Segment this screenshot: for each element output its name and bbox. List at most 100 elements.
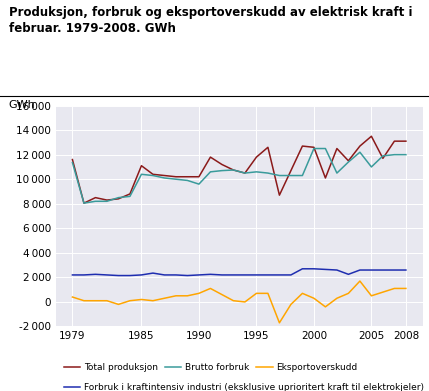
Forbruk i kraftintensiv industri (eksklusive uprioritert kraft til elektrokjeler) bbox=[369, 268, 374, 273]
Eksportoverskudd bbox=[369, 294, 374, 298]
Brutto forbruk bbox=[346, 160, 351, 164]
Eksportoverskudd bbox=[403, 286, 408, 291]
Eksportoverskudd bbox=[300, 291, 305, 296]
Total produksjon bbox=[300, 144, 305, 149]
Eksportoverskudd bbox=[127, 298, 133, 303]
Total produksjon bbox=[116, 197, 121, 201]
Eksportoverskudd bbox=[346, 291, 351, 296]
Forbruk i kraftintensiv industri (eksklusive uprioritert kraft til elektrokjeler) bbox=[300, 266, 305, 271]
Forbruk i kraftintensiv industri (eksklusive uprioritert kraft til elektrokjeler) bbox=[334, 268, 339, 273]
Brutto forbruk bbox=[70, 160, 75, 165]
Eksportoverskudd bbox=[323, 305, 328, 309]
Forbruk i kraftintensiv industri (eksklusive uprioritert kraft til elektrokjeler) bbox=[196, 273, 202, 277]
Total produksjon bbox=[254, 155, 259, 160]
Total produksjon bbox=[185, 174, 190, 179]
Forbruk i kraftintensiv industri (eksklusive uprioritert kraft til elektrokjeler) bbox=[288, 273, 293, 277]
Eksportoverskudd bbox=[381, 290, 386, 294]
Brutto forbruk bbox=[277, 173, 282, 178]
Forbruk i kraftintensiv industri (eksklusive uprioritert kraft til elektrokjeler) bbox=[185, 273, 190, 278]
Eksportoverskudd bbox=[288, 302, 293, 307]
Eksportoverskudd bbox=[104, 298, 109, 303]
Eksportoverskudd bbox=[219, 292, 224, 297]
Line: Eksportoverskudd: Eksportoverskudd bbox=[73, 281, 406, 323]
Total produksjon bbox=[208, 155, 213, 160]
Brutto forbruk bbox=[185, 178, 190, 183]
Brutto forbruk bbox=[357, 150, 363, 154]
Brutto forbruk bbox=[254, 169, 259, 174]
Brutto forbruk bbox=[116, 195, 121, 200]
Line: Total produksjon: Total produksjon bbox=[73, 136, 406, 203]
Forbruk i kraftintensiv industri (eksklusive uprioritert kraft til elektrokjeler) bbox=[173, 273, 178, 277]
Forbruk i kraftintensiv industri (eksklusive uprioritert kraft til elektrokjeler) bbox=[357, 268, 363, 273]
Brutto forbruk bbox=[266, 171, 271, 176]
Forbruk i kraftintensiv industri (eksklusive uprioritert kraft til elektrokjeler) bbox=[346, 272, 351, 277]
Eksportoverskudd bbox=[82, 298, 87, 303]
Brutto forbruk bbox=[219, 168, 224, 173]
Brutto forbruk bbox=[231, 168, 236, 172]
Brutto forbruk bbox=[150, 173, 155, 178]
Total produksjon bbox=[323, 176, 328, 180]
Total produksjon bbox=[70, 157, 75, 162]
Forbruk i kraftintensiv industri (eksklusive uprioritert kraft til elektrokjeler) bbox=[381, 268, 386, 273]
Forbruk i kraftintensiv industri (eksklusive uprioritert kraft til elektrokjeler) bbox=[242, 273, 248, 277]
Brutto forbruk bbox=[334, 171, 339, 176]
Total produksjon bbox=[127, 192, 133, 196]
Total produksjon bbox=[311, 145, 317, 150]
Brutto forbruk bbox=[162, 176, 167, 180]
Forbruk i kraftintensiv industri (eksklusive uprioritert kraft til elektrokjeler) bbox=[323, 267, 328, 272]
Brutto forbruk bbox=[104, 199, 109, 204]
Total produksjon bbox=[357, 144, 363, 149]
Total produksjon bbox=[104, 198, 109, 203]
Forbruk i kraftintensiv industri (eksklusive uprioritert kraft til elektrokjeler) bbox=[208, 272, 213, 277]
Eksportoverskudd bbox=[334, 296, 339, 301]
Brutto forbruk bbox=[381, 154, 386, 158]
Forbruk i kraftintensiv industri (eksklusive uprioritert kraft til elektrokjeler) bbox=[116, 273, 121, 278]
Eksportoverskudd bbox=[93, 298, 98, 303]
Eksportoverskudd bbox=[185, 294, 190, 298]
Total produksjon bbox=[277, 193, 282, 197]
Forbruk i kraftintensiv industri (eksklusive uprioritert kraft til elektrokjeler) bbox=[403, 268, 408, 273]
Forbruk i kraftintensiv industri (eksklusive uprioritert kraft til elektrokjeler) bbox=[127, 273, 133, 278]
Brutto forbruk bbox=[392, 152, 397, 157]
Brutto forbruk bbox=[300, 173, 305, 178]
Total produksjon bbox=[173, 174, 178, 179]
Eksportoverskudd bbox=[311, 296, 317, 301]
Forbruk i kraftintensiv industri (eksklusive uprioritert kraft til elektrokjeler) bbox=[231, 273, 236, 277]
Eksportoverskudd bbox=[208, 286, 213, 291]
Brutto forbruk bbox=[82, 201, 87, 206]
Total produksjon bbox=[392, 139, 397, 143]
Eksportoverskudd bbox=[150, 298, 155, 303]
Total produksjon bbox=[403, 139, 408, 143]
Brutto forbruk bbox=[208, 169, 213, 174]
Total produksjon bbox=[93, 195, 98, 200]
Forbruk i kraftintensiv industri (eksklusive uprioritert kraft til elektrokjeler) bbox=[82, 273, 87, 277]
Eksportoverskudd bbox=[70, 295, 75, 300]
Eksportoverskudd bbox=[116, 302, 121, 307]
Total produksjon bbox=[346, 158, 351, 163]
Total produksjon bbox=[369, 134, 374, 138]
Forbruk i kraftintensiv industri (eksklusive uprioritert kraft til elektrokjeler) bbox=[150, 271, 155, 275]
Eksportoverskudd bbox=[242, 300, 248, 304]
Eksportoverskudd bbox=[162, 296, 167, 301]
Brutto forbruk bbox=[403, 152, 408, 157]
Forbruk i kraftintensiv industri (eksklusive uprioritert kraft til elektrokjeler) bbox=[139, 273, 144, 277]
Eksportoverskudd bbox=[254, 291, 259, 296]
Eksportoverskudd bbox=[139, 297, 144, 302]
Total produksjon bbox=[219, 162, 224, 167]
Total produksjon bbox=[266, 145, 271, 150]
Brutto forbruk bbox=[311, 146, 317, 151]
Eksportoverskudd bbox=[357, 279, 363, 283]
Forbruk i kraftintensiv industri (eksklusive uprioritert kraft til elektrokjeler) bbox=[70, 273, 75, 277]
Eksportoverskudd bbox=[392, 286, 397, 291]
Forbruk i kraftintensiv industri (eksklusive uprioritert kraft til elektrokjeler) bbox=[254, 273, 259, 277]
Forbruk i kraftintensiv industri (eksklusive uprioritert kraft til elektrokjeler) bbox=[266, 273, 271, 277]
Brutto forbruk bbox=[196, 182, 202, 187]
Brutto forbruk bbox=[139, 172, 144, 177]
Forbruk i kraftintensiv industri (eksklusive uprioritert kraft til elektrokjeler) bbox=[277, 273, 282, 277]
Forbruk i kraftintensiv industri (eksklusive uprioritert kraft til elektrokjeler) bbox=[104, 273, 109, 277]
Line: Brutto forbruk: Brutto forbruk bbox=[73, 149, 406, 203]
Total produksjon bbox=[82, 201, 87, 206]
Forbruk i kraftintensiv industri (eksklusive uprioritert kraft til elektrokjeler) bbox=[311, 266, 317, 271]
Total produksjon bbox=[150, 172, 155, 177]
Legend: Forbruk i kraftintensiv industri (eksklusive uprioritert kraft til elektrokjeler: Forbruk i kraftintensiv industri (eksklu… bbox=[60, 380, 427, 391]
